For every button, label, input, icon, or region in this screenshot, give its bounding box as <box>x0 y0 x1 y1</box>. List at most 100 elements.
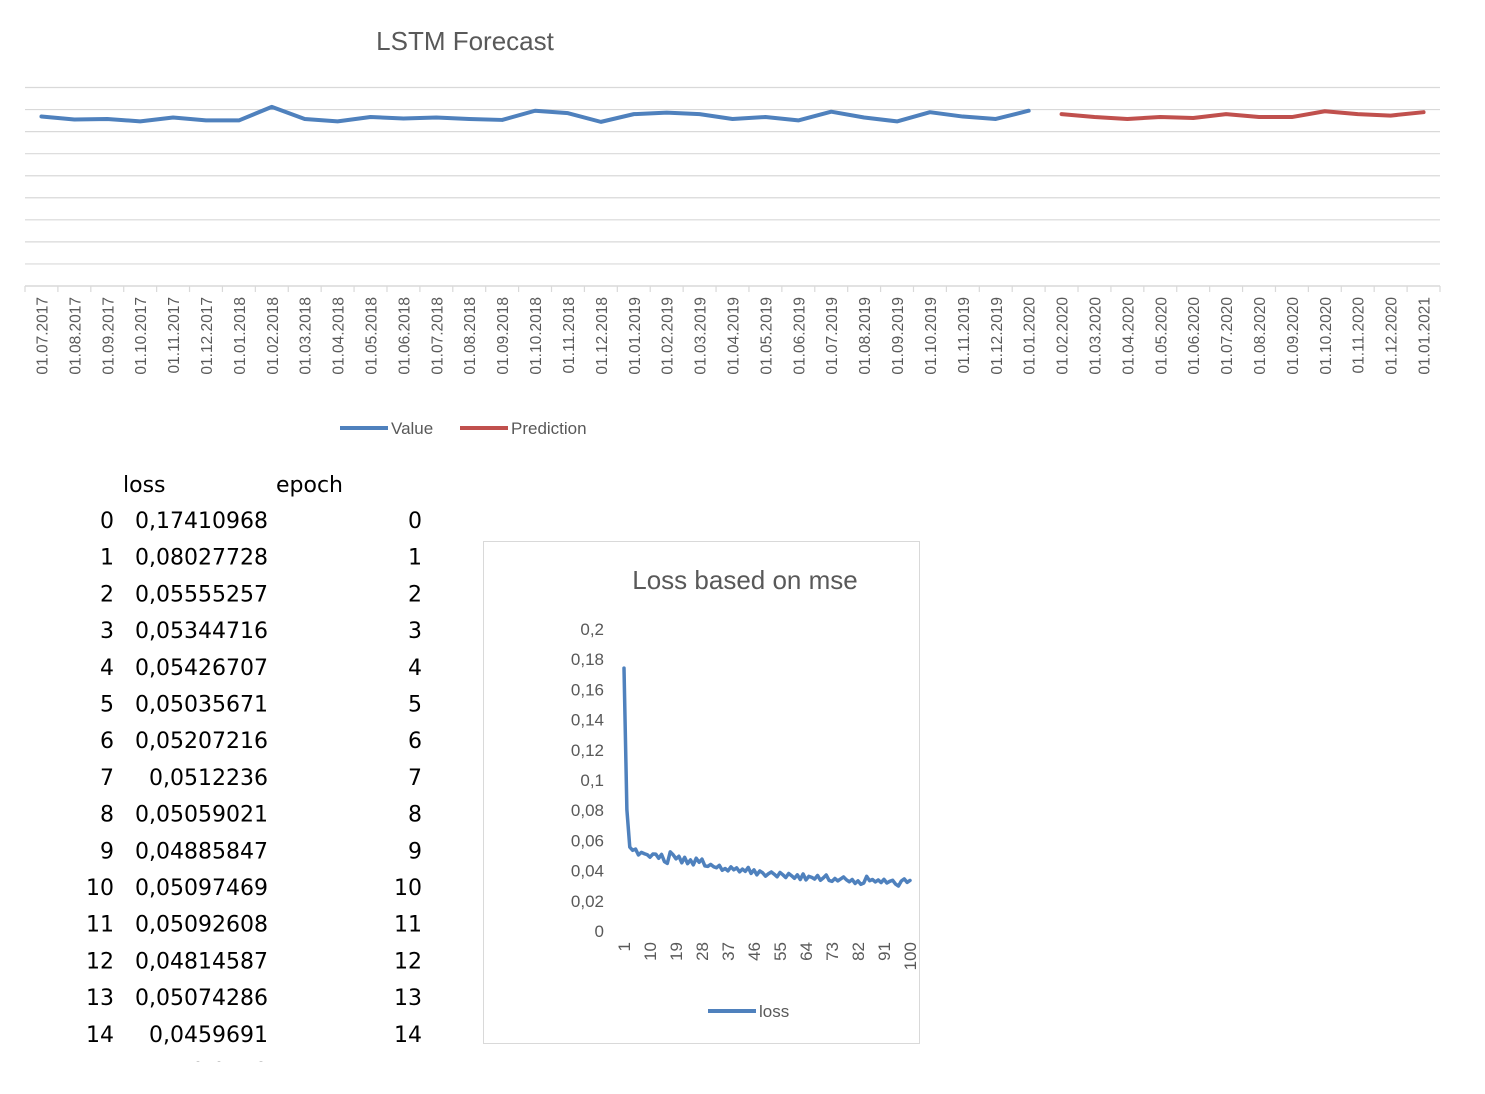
x-tick-label: 01.10.2019 <box>923 297 940 375</box>
x-tick-label: 01.07.2017 <box>34 297 51 375</box>
table-cell-epoch: 8 <box>408 803 422 828</box>
table-cell-loss: 0,08027728 <box>135 546 268 571</box>
legend-label-loss: loss <box>759 1002 789 1021</box>
table-cell-loss: 0,05426707 <box>135 656 268 681</box>
table-cell-loss: 0,0512236 <box>149 766 268 791</box>
forecast-legend: Value Prediction <box>340 419 587 438</box>
table-cell-epoch: 15 <box>394 1060 422 1063</box>
x-tick-label: 01.09.2018 <box>495 297 512 375</box>
x-tick-label: 01.05.2020 <box>1153 297 1170 375</box>
loss-chart: Loss based on mse 0 0,02 0,04 0,06 0,08 0,1 0,… <box>571 565 920 1021</box>
table-cell-loss: 0,04814587 <box>135 949 268 974</box>
forecast-series <box>39 104 1426 124</box>
x-tick-label: 01.04.2020 <box>1120 297 1137 375</box>
y-tick-label: 0,02 <box>571 892 604 911</box>
table-cell-index: 8 <box>100 803 114 828</box>
y-tick-label: 0,1 <box>580 771 604 790</box>
x-tick-label: 01.09.2020 <box>1285 297 1302 375</box>
x-tick-label: 01.05.2019 <box>758 297 775 375</box>
x-tick-label: 01.04.2018 <box>331 297 348 375</box>
table-cell-loss: 0,05074286 <box>135 986 268 1011</box>
x-tick-label: 01.01.2018 <box>232 297 249 375</box>
y-tick-label: 0,14 <box>571 711 604 730</box>
x-tick-label: 10 <box>641 942 660 961</box>
table-cell-epoch: 0 <box>408 509 422 534</box>
x-tick-label: 1 <box>615 942 634 951</box>
x-tick-label: 01.02.2018 <box>265 297 282 375</box>
table-cell-index: 14 <box>86 1023 114 1048</box>
x-tick-label: 01.08.2019 <box>857 297 874 375</box>
y-tick-label: 0,08 <box>571 801 604 820</box>
table-cell-epoch: 14 <box>394 1023 422 1048</box>
y-tick-label: 0,16 <box>571 680 604 699</box>
x-tick-label: 01.08.2017 <box>67 297 84 375</box>
x-tick-label: 55 <box>771 942 790 961</box>
table-cell-index: 7 <box>100 766 114 791</box>
table-cell-epoch: 11 <box>394 913 422 938</box>
table-cell-loss: 0,05555257 <box>135 582 268 607</box>
x-tick-label: 01.04.2019 <box>726 297 743 375</box>
forecast-x-ticks <box>24 286 1441 292</box>
table-cell-epoch: 1 <box>408 546 422 571</box>
x-tick-label: 01.01.2021 <box>1417 297 1434 375</box>
loss-series <box>622 666 912 888</box>
table-cell-epoch: 13 <box>394 986 422 1011</box>
table-cell-epoch: 3 <box>408 619 422 644</box>
forecast-x-labels: 01.07.2017 01.08.2017 01.09.2017 01.10.2017… <box>34 297 1433 375</box>
x-tick-label: 01.09.2019 <box>890 297 907 375</box>
table-cell-index: 9 <box>100 839 114 864</box>
table-cell-index: 12 <box>86 949 114 974</box>
loss-x-tick-labels: 1 10 19 28 37 46 55 64 73 82 91 100 <box>615 942 920 970</box>
y-tick-label: 0 <box>595 922 604 941</box>
table-cell-index: 0 <box>100 509 114 534</box>
table-cell-index: 10 <box>86 876 114 901</box>
x-tick-label: 01.03.2018 <box>298 297 315 375</box>
x-tick-label: 01.10.2020 <box>1318 297 1335 375</box>
x-tick-label: 37 <box>719 942 738 961</box>
loss-y-tick-labels: 0 0,02 0,04 0,06 0,08 0,1 0,12 0,14 0,16 0,18 0,2 <box>571 620 604 941</box>
table-cell-index: 4 <box>100 656 114 681</box>
loss-chart-panel: Loss based on mse 0 0,02 0,04 0,06 0,08 0,1 0,… <box>483 541 920 1044</box>
table-cell-index: 5 <box>100 693 114 718</box>
table-header-epoch: epoch <box>276 473 343 498</box>
x-tick-label: 01.12.2018 <box>594 297 611 375</box>
x-tick-label: 01.02.2020 <box>1055 297 1072 375</box>
loss-table: loss epoch 0 0,17410968 01 0,08027728 12 0,05… <box>86 473 422 1063</box>
y-tick-label: 0,18 <box>571 650 604 669</box>
table-cell-epoch: 4 <box>408 656 422 681</box>
series-line-prediction <box>1059 109 1426 121</box>
series-line-loss <box>622 666 912 888</box>
table-cell-epoch: 12 <box>394 949 422 974</box>
table-cell-index: 13 <box>86 986 114 1011</box>
table-cell-loss: 0,05059021 <box>135 803 268 828</box>
y-tick-label: 0,12 <box>571 741 604 760</box>
loss-legend: loss <box>708 1002 789 1021</box>
x-tick-label: 01.08.2020 <box>1252 297 1269 375</box>
x-tick-label: 01.06.2019 <box>791 297 808 375</box>
x-tick-label: 01.06.2020 <box>1186 297 1203 375</box>
x-tick-label: 01.03.2019 <box>693 297 710 375</box>
table-cell-epoch: 10 <box>394 876 422 901</box>
legend-label-value: Value <box>391 419 433 438</box>
y-tick-label: 0,04 <box>571 862 604 881</box>
legend-label-prediction: Prediction <box>511 419 587 438</box>
x-tick-label: 01.11.2018 <box>561 297 578 373</box>
x-tick-label: 01.12.2020 <box>1384 297 1401 375</box>
table-cell-epoch: 2 <box>408 582 422 607</box>
x-tick-label: 01.07.2018 <box>429 297 446 375</box>
x-tick-label: 100 <box>901 942 920 970</box>
table-cell-loss: 0,05097469 <box>135 876 268 901</box>
table-cell-epoch: 9 <box>408 839 422 864</box>
x-tick-label: 01.11.2019 <box>956 297 973 373</box>
forecast-chart: LSTM Forecast 01.07.2017 01.08.2017 01.09.… <box>24 26 1441 438</box>
table-cell-loss: 0,0448 <box>191 1060 268 1063</box>
table-cell-loss: 0,17410968 <box>135 509 268 534</box>
y-tick-label: 0,2 <box>580 620 604 639</box>
table-cell-index: 6 <box>100 729 114 754</box>
table-cell-loss: 0,05092608 <box>135 913 268 938</box>
x-tick-label: 46 <box>745 942 764 961</box>
table-cell-loss: 0,0459691 <box>149 1023 268 1048</box>
x-tick-label: 01.03.2020 <box>1087 297 1104 375</box>
table-cell-loss: 0,05035671 <box>135 693 268 718</box>
x-tick-label: 01.01.2019 <box>627 297 644 375</box>
